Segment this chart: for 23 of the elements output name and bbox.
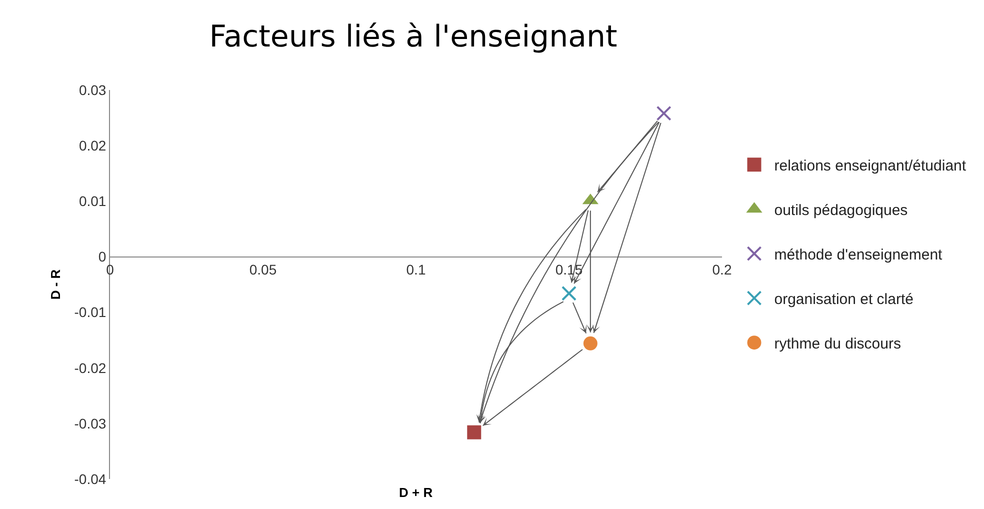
y-tick-label: -0.01 [74,304,106,320]
y-tick-label: 0.03 [78,82,106,98]
point [562,286,576,301]
legend-label: outils pédagogiques [774,202,908,219]
y-tick-label: -0.02 [74,360,106,376]
y-axis-title: D - R [48,268,64,300]
x-tick-label: 0.1 [406,262,426,278]
y-tick-label: -0.04 [74,470,106,487]
point [467,425,482,440]
legend-label: relations enseignant/étudiant [774,157,967,174]
point [656,106,672,121]
x-tick-label: 0.2 [712,262,732,278]
y-tick-label: -0.03 [74,415,106,432]
y-tick-label: 0 [98,248,106,265]
legend-label: organisation et clarté [774,290,914,308]
y-tick-label: 0.02 [78,137,106,154]
x-axis-title: D + R [399,485,434,500]
y-tick-label: 0.01 [78,193,106,210]
legend-label: méthode d'enseignement [774,246,944,264]
chart-title: Facteurs liés à l'enseignant [209,19,618,54]
point [583,336,598,350]
x-tick-label: 0.05 [249,262,277,278]
legend-label: rythme du discours [774,335,901,352]
